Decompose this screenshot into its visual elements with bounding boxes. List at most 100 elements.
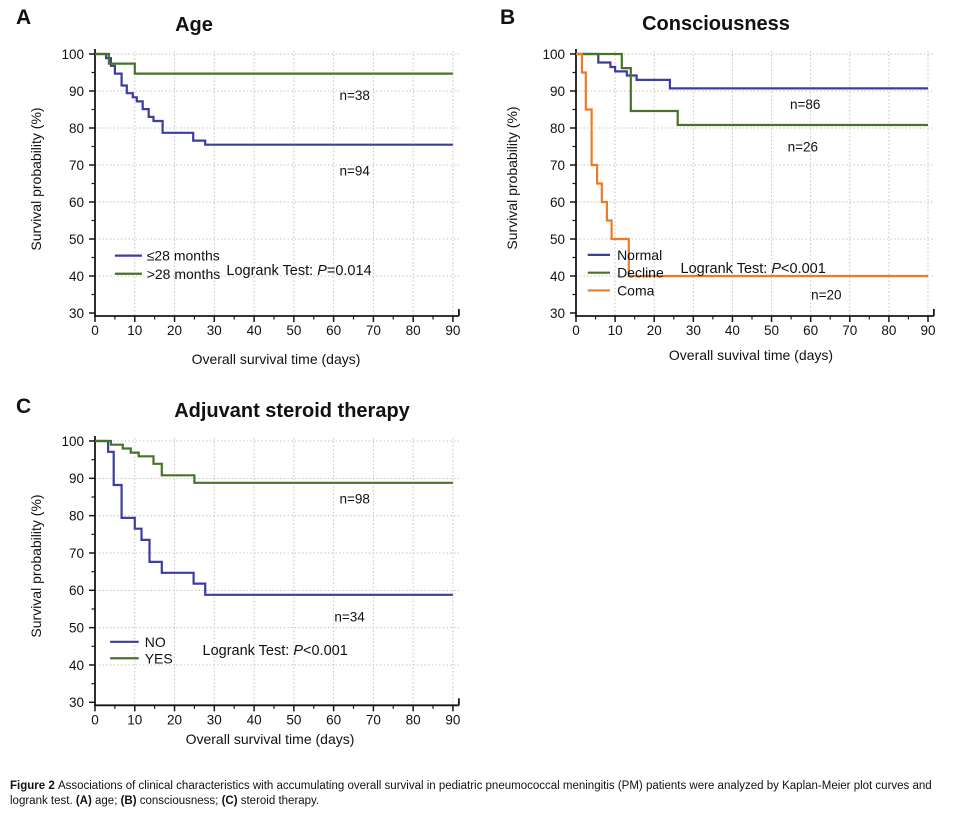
n-count-label: n=20 (811, 288, 841, 303)
legend-label: ≤28 months (147, 248, 220, 264)
panel-b-x-axis-label: Overall suvival time (days) (668, 347, 834, 363)
svg-text:70: 70 (366, 712, 381, 727)
legend-label: YES (145, 650, 173, 666)
panel-b-letter: B (500, 6, 516, 29)
legend-label: Normal (617, 247, 662, 263)
legend-label: NO (145, 634, 166, 650)
n-count-label: n=86 (790, 97, 820, 112)
svg-text:70: 70 (842, 323, 857, 338)
caption-text-segment: consciousness; (136, 795, 222, 807)
km-curve--28-months (95, 52, 453, 146)
caption-bold-segment: (A) (75, 795, 92, 807)
svg-text:40: 40 (69, 269, 84, 284)
n-count-label: n=34 (334, 609, 365, 624)
caption-text-segment: steroid therapy. (237, 795, 320, 807)
logrank-annotation: Logrank Test: P=0.014 (226, 263, 371, 279)
n-count-label: n=38 (339, 88, 369, 103)
svg-text:40: 40 (725, 323, 740, 338)
n-count-label: n=94 (339, 164, 370, 179)
km-curve-coma (576, 52, 928, 278)
svg-text:50: 50 (550, 232, 565, 247)
svg-text:10: 10 (127, 712, 142, 727)
svg-text:0: 0 (91, 323, 99, 338)
panel-a-x-axis-label: Overall survival time (days) (191, 351, 361, 367)
svg-text:40: 40 (247, 712, 262, 727)
svg-text:70: 70 (550, 158, 565, 173)
n-count-label: n=98 (339, 492, 369, 507)
km-curve-no (95, 439, 453, 596)
svg-text:30: 30 (207, 712, 222, 727)
svg-text:60: 60 (69, 583, 84, 598)
svg-text:20: 20 (167, 712, 182, 727)
svg-text:90: 90 (69, 471, 84, 486)
svg-text:70: 70 (69, 158, 84, 173)
svg-text:60: 60 (550, 195, 565, 210)
svg-text:90: 90 (445, 323, 460, 338)
legend-label: >28 months (147, 266, 221, 282)
km-curve-yes (95, 439, 453, 484)
panel-a-letter: A (16, 6, 32, 29)
svg-text:40: 40 (69, 658, 84, 673)
km-curve-decline (576, 52, 928, 127)
svg-text:60: 60 (69, 195, 84, 210)
panel-c-km-plot: 0 10 20 30 40 50 60 70 80 90 30 40 50 60 70 80 90 100 n=34… (61, 434, 460, 728)
panel-c-letter: C (16, 395, 32, 418)
km-curve--28-months (95, 52, 453, 75)
svg-text:10: 10 (608, 323, 623, 338)
svg-text:60: 60 (326, 323, 341, 338)
svg-text:50: 50 (69, 232, 84, 247)
svg-text:100: 100 (61, 434, 84, 449)
logrank-annotation: Logrank Test: P<0.001 (203, 643, 348, 659)
svg-text:90: 90 (920, 323, 935, 338)
svg-text:60: 60 (803, 323, 818, 338)
svg-text:80: 80 (69, 508, 84, 523)
n-count-label: n=26 (788, 139, 818, 154)
svg-text:70: 70 (69, 546, 84, 561)
svg-text:50: 50 (69, 620, 84, 635)
caption-bold-segment: (C) (221, 795, 238, 807)
caption-text-segment: age; (91, 795, 121, 807)
panel-c-x-axis-label: Overall survival time (days) (185, 731, 355, 747)
svg-text:80: 80 (406, 712, 421, 727)
legend-label: Decline (617, 265, 664, 281)
svg-text:20: 20 (167, 323, 182, 338)
panel-b-title: Consciousness (642, 13, 790, 35)
svg-text:80: 80 (406, 323, 421, 338)
svg-text:100: 100 (61, 47, 84, 62)
svg-text:80: 80 (550, 121, 565, 136)
panel-c-title: Adjuvant steroid therapy (174, 400, 410, 422)
svg-text:20: 20 (647, 323, 662, 338)
svg-text:10: 10 (127, 323, 142, 338)
svg-text:70: 70 (366, 323, 381, 338)
svg-text:50: 50 (764, 323, 779, 338)
panel-a-km-plot: 0 10 20 30 40 50 60 70 80 90 30 40 50 60 70 80 90 100 n=94… (61, 47, 460, 338)
svg-text:30: 30 (69, 306, 84, 321)
svg-text:80: 80 (69, 121, 84, 136)
caption-text-segment: Associations of clinical characteristics… (10, 780, 932, 807)
svg-text:50: 50 (286, 323, 301, 338)
svg-text:0: 0 (91, 712, 99, 727)
svg-text:40: 40 (247, 323, 262, 338)
km-curve-normal (576, 52, 928, 90)
svg-text:60: 60 (326, 712, 341, 727)
panel-a-title: Age (175, 14, 213, 36)
caption-bold-segment: Figure 2 (10, 780, 58, 792)
svg-text:40: 40 (550, 269, 565, 284)
svg-text:50: 50 (286, 712, 301, 727)
svg-text:30: 30 (550, 306, 565, 321)
figure-caption: Figure 2 Associations of clinical charac… (10, 779, 948, 809)
svg-text:30: 30 (207, 323, 222, 338)
panel-b-km-plot: 0 10 20 30 40 50 60 70 80 90 30 40 50 60 70 80 90 100 n=86… (542, 47, 935, 338)
svg-text:0: 0 (572, 323, 580, 338)
svg-text:90: 90 (550, 84, 565, 99)
svg-text:100: 100 (542, 47, 565, 62)
legend-label: Coma (617, 282, 655, 298)
caption-bold-segment: (B) (120, 795, 137, 807)
logrank-annotation: Logrank Test: P<0.001 (681, 261, 826, 277)
svg-text:90: 90 (445, 712, 460, 727)
svg-text:90: 90 (69, 84, 84, 99)
svg-text:30: 30 (686, 323, 701, 338)
svg-text:30: 30 (69, 695, 84, 710)
svg-text:80: 80 (881, 323, 896, 338)
